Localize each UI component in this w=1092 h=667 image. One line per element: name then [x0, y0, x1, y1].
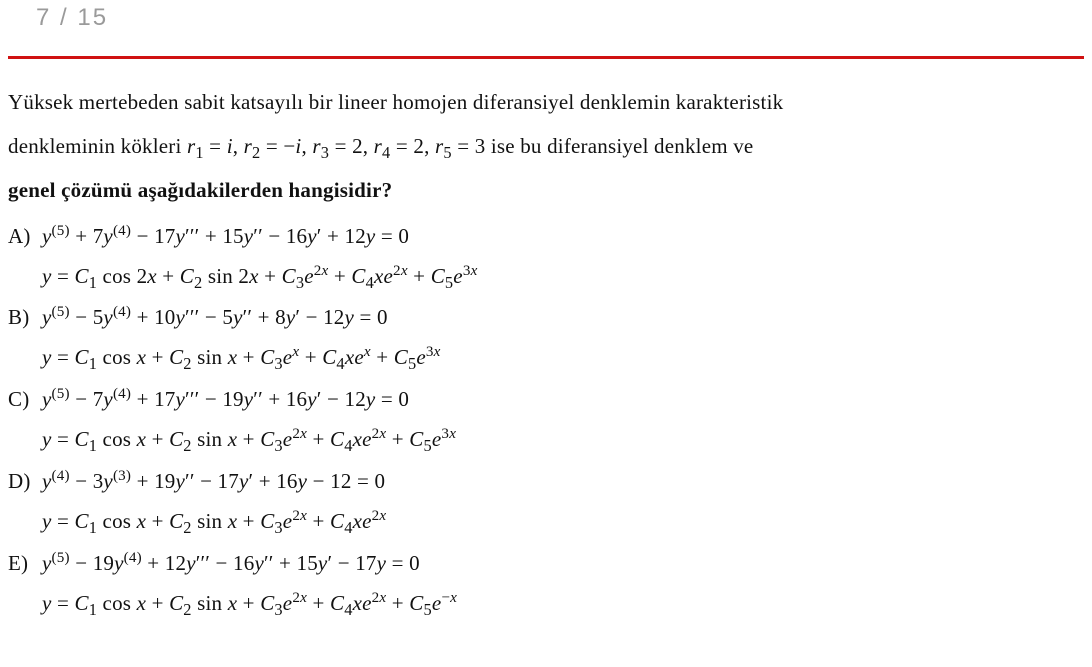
option-a-eq2: y = C1 cos 2x + C2 sin 2x + C3e2x + C4xe… — [42, 257, 1084, 297]
option-a-label: A) — [8, 217, 42, 257]
option-e-label: E) — [8, 544, 42, 584]
question-line-2: denkleminin kökleri r1 = i, r2 = −i, r3 … — [8, 127, 1084, 167]
question-line-1: Yüksek mertebeden sabit katsayılı bir li… — [8, 83, 1084, 123]
content-area: Yüksek mertebeden sabit katsayılı bir li… — [8, 83, 1084, 624]
option-c-label: C) — [8, 380, 42, 420]
option-c-eq1: y(5) − 7y(4) + 17y′′′ − 19y′′ + 16y′ − 1… — [42, 380, 1084, 420]
option-d-eq1: y(4) − 3y(3) + 19y′′ − 17y′ + 16y − 12 =… — [42, 462, 1084, 502]
option-b-label: B) — [8, 298, 42, 338]
option-b[interactable]: B) y(5) − 5y(4) + 10y′′′ − 5y′′ + 8y′ − … — [8, 298, 1084, 378]
option-d-label: D) — [8, 462, 42, 502]
option-e-eq1: y(5) − 19y(4) + 12y′′′ − 16y′′ + 15y′ − … — [42, 544, 1084, 584]
option-e-eq2: y = C1 cos x + C2 sin x + C3e2x + C4xe2x… — [42, 584, 1084, 624]
option-c[interactable]: C) y(5) − 7y(4) + 17y′′′ − 19y′′ + 16y′ … — [8, 380, 1084, 460]
option-a-eq1: y(5) + 7y(4) − 17y′′′ + 15y′′ − 16y′ + 1… — [42, 217, 1084, 257]
option-a[interactable]: A) y(5) + 7y(4) − 17y′′′ + 15y′′ − 16y′ … — [8, 217, 1084, 297]
page-counter: 7 / 15 — [8, 0, 1084, 44]
option-e[interactable]: E) y(5) − 19y(4) + 12y′′′ − 16y′′ + 15y′… — [8, 544, 1084, 624]
option-b-eq1: y(5) − 5y(4) + 10y′′′ − 5y′′ + 8y′ − 12y… — [42, 298, 1084, 338]
option-c-eq2: y = C1 cos x + C2 sin x + C3e2x + C4xe2x… — [42, 420, 1084, 460]
options-list: A) y(5) + 7y(4) − 17y′′′ + 15y′′ − 16y′ … — [8, 217, 1084, 624]
question-roots: r1 = i, r2 = −i, r3 = 2, r4 = 2, r5 = 3 — [187, 134, 485, 158]
question-line-2-suffix: ise bu diferansiyel denklem ve — [491, 134, 754, 158]
question-line-3: genel çözümü aşağıdakilerden hangisidir? — [8, 171, 1084, 211]
question-line-2-prefix: denkleminin kökleri — [8, 134, 187, 158]
divider — [8, 56, 1084, 59]
option-d-eq2: y = C1 cos x + C2 sin x + C3e2x + C4xe2x — [42, 502, 1084, 542]
option-d[interactable]: D) y(4) − 3y(3) + 19y′′ − 17y′ + 16y − 1… — [8, 462, 1084, 542]
question-line-3-text: genel çözümü aşağıdakilerden hangisidir? — [8, 178, 392, 202]
option-b-eq2: y = C1 cos x + C2 sin x + C3ex + C4xex +… — [42, 338, 1084, 378]
page: 7 / 15 Yüksek mertebeden sabit katsayılı… — [0, 0, 1092, 667]
question-stem: Yüksek mertebeden sabit katsayılı bir li… — [8, 83, 1084, 211]
